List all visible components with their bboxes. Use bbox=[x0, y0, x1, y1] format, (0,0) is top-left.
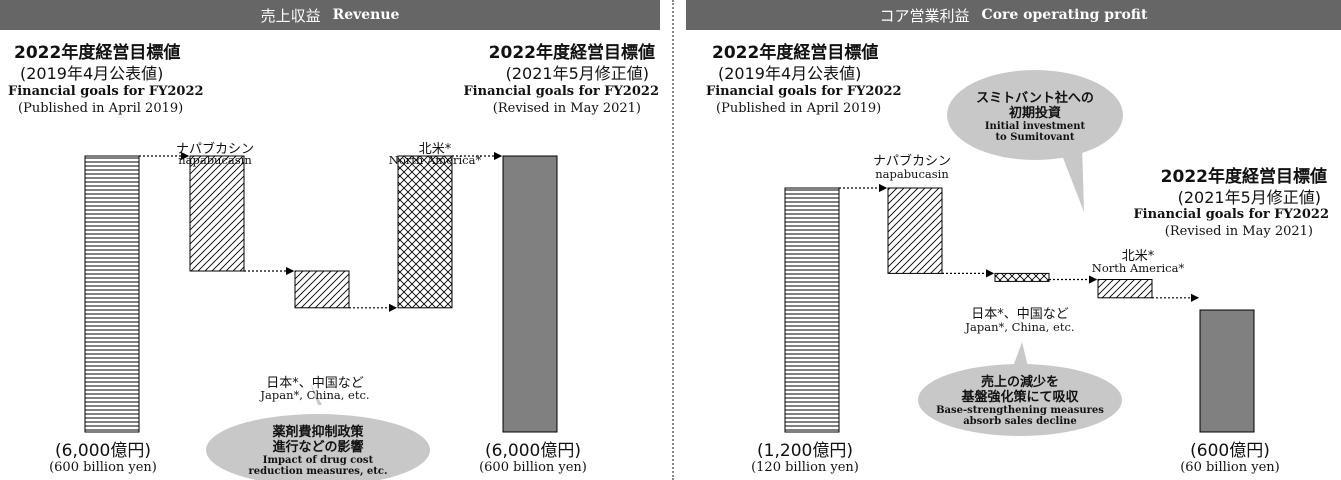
profit-bottom-callout-en2: absorb sales decline bbox=[963, 416, 1077, 427]
revenue-title-en: Revenue bbox=[332, 7, 400, 23]
revenue-start-label-jp: 2022年度経営目標値 bbox=[14, 43, 181, 63]
profit-japan-label-jp: 日本*、中国など bbox=[971, 307, 1069, 322]
revenue-callout-jp1: 薬剤費抑制政策 bbox=[272, 425, 364, 440]
revenue-callout-en2: reduction measures, etc. bbox=[248, 466, 388, 477]
revenue-start-label-jp2: (2019年4月公表値) bbox=[20, 64, 164, 83]
profit-top-callout-text: スミトバント社への 初期投資 Initial investment to Sum… bbox=[945, 91, 1125, 143]
profit-japan-label-en: Japan*, China, etc. bbox=[965, 320, 1075, 334]
revenue-title-jp: 売上収益 bbox=[260, 6, 321, 25]
profit-top-callout-jp1: スミトバント社への bbox=[976, 91, 1094, 106]
revenue-bar-napabucasin bbox=[189, 155, 245, 272]
profit-end-value-en: (60 billion yen) bbox=[1180, 460, 1280, 475]
profit-na-label-en: North America* bbox=[1091, 261, 1185, 275]
profit-bar-japan_china bbox=[994, 272, 1050, 282]
profit-start-value-en: (120 billion yen) bbox=[751, 460, 859, 475]
revenue-na-label-en: North America* bbox=[388, 153, 482, 167]
profit-end-label-en2: (Revised in May 2021) bbox=[1164, 224, 1313, 239]
profit-start-value-jp: (1,200億円) bbox=[757, 441, 853, 461]
revenue-callout-jp2: 進行などの影響 bbox=[272, 440, 364, 455]
revenue-bar-end bbox=[502, 155, 558, 433]
profit-start-label-jp2: (2019年4月公表値) bbox=[718, 64, 862, 83]
revenue-callout-text: 薬剤費抑制政策 進行などの影響 Impact of drug cost redu… bbox=[218, 425, 418, 477]
revenue-japan-label-en: Japan*, China, etc. bbox=[260, 388, 370, 402]
profit-top-callout-bubble bbox=[947, 70, 1123, 160]
profit-bar-north_america bbox=[1097, 279, 1153, 299]
profit-bottom-callout-jp1: 売上の減少を bbox=[980, 375, 1059, 390]
profit-top-callout-en1: Initial investment bbox=[984, 121, 1086, 132]
profit-start-label-jp: 2022年度経営目標値 bbox=[712, 43, 879, 63]
core-profit-title-en: Core operating profit bbox=[981, 7, 1148, 23]
revenue-callout-bubble-body bbox=[206, 414, 430, 480]
profit-end-value-jp: (600億円) bbox=[1190, 441, 1270, 461]
profit-top-callout-en2: to Sumitovant bbox=[995, 132, 1075, 143]
revenue-bar-japan_china bbox=[294, 270, 350, 309]
revenue-end-label-en2: (Revised in May 2021) bbox=[492, 101, 641, 116]
profit-bottom-callout-text: 売上の減少を 基盤強化策にて吸収 Base-strengthening meas… bbox=[920, 375, 1120, 427]
profit-start-label-en2: (Published in April 2019) bbox=[716, 101, 882, 116]
profit-bottom-callout-en1: Base-strengthening measures bbox=[936, 405, 1104, 416]
profit-end-label-jp: 2022年度経営目標値 bbox=[1160, 167, 1327, 187]
revenue-callout-bubble bbox=[310, 383, 322, 405]
revenue-japan-label-jp: 日本*、中国など bbox=[266, 376, 364, 391]
revenue-start-value-en: (600 billion yen) bbox=[49, 460, 157, 475]
revenue-start-label-en2: (Published in April 2019) bbox=[18, 101, 184, 116]
revenue-start-value-jp: (6,000億円) bbox=[55, 441, 151, 461]
revenue-bars bbox=[84, 151, 558, 433]
profit-top-callout-tail bbox=[1060, 145, 1084, 212]
profit-bar-start bbox=[784, 187, 840, 433]
revenue-end-value-en: (600 billion yen) bbox=[479, 460, 587, 475]
profit-bar-end bbox=[1199, 309, 1255, 433]
revenue-end-label-en: Financial goals for FY2022 bbox=[463, 84, 659, 99]
profit-napabucasin-label-en: napabucasin bbox=[875, 167, 949, 181]
revenue-na-label-jp: 北米* bbox=[418, 142, 452, 157]
callout-bubbles bbox=[206, 70, 1123, 480]
revenue-napabucasin-label-en: napabucasin bbox=[178, 153, 252, 167]
core-profit-bars bbox=[784, 183, 1255, 433]
profit-bar-napabucasin bbox=[887, 187, 943, 274]
revenue-end-label-jp: 2022年度経営目標値 bbox=[488, 43, 655, 63]
profit-na-label-jp: 北米* bbox=[1121, 249, 1155, 264]
profit-bottom-callout-bubble bbox=[918, 364, 1122, 436]
core-profit-title-jp: コア営業利益 bbox=[879, 6, 970, 25]
panel-divider bbox=[672, 0, 674, 480]
revenue-callout-en1: Impact of drug cost bbox=[262, 455, 374, 466]
revenue-end-value-jp: (6,000億円) bbox=[485, 441, 581, 461]
profit-start-label-en: Financial goals for FY2022 bbox=[706, 84, 902, 99]
revenue-end-label-jp2: (2021年5月修正値) bbox=[505, 64, 649, 83]
revenue-bar-north_america bbox=[397, 155, 453, 309]
profit-end-label-jp2: (2021年5月修正値) bbox=[1177, 188, 1321, 207]
revenue-napabucasin-label-jp: ナパブカシン bbox=[175, 142, 254, 157]
revenue-bar-start bbox=[84, 155, 140, 433]
profit-bottom-callout-jp2: 基盤強化策にて吸収 bbox=[961, 390, 1079, 405]
core-profit-header: コア営業利益 Core operating profit bbox=[686, 0, 1341, 30]
revenue-header: 売上収益 Revenue bbox=[0, 0, 660, 30]
profit-end-label-en: Financial goals for FY2022 bbox=[1133, 207, 1329, 222]
revenue-start-label-en: Financial goals for FY2022 bbox=[8, 84, 204, 99]
profit-napabucasin-label-jp: ナパブカシン bbox=[872, 154, 951, 169]
profit-top-callout-jp2: 初期投資 bbox=[1008, 106, 1061, 121]
